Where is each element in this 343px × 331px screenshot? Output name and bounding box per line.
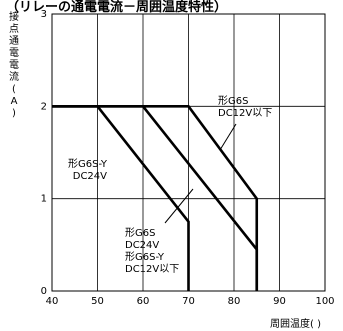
x-tick-label: 90 (273, 296, 286, 307)
x-tick-label: 60 (137, 296, 150, 307)
series-labels: 形G6S-YDC24V形G6SDC24V形G6S-YDC12V以下形G6SDC1… (68, 95, 272, 275)
series-label: DC12V以下 (125, 264, 179, 275)
x-axis-label: 周囲温度( ) (270, 317, 321, 330)
x-tick-label: 50 (91, 296, 104, 307)
tick-labels: 40 50 60 70 80 90 100 0 1 2 3 (41, 9, 335, 307)
chart-title: （リレーの通電電流－周囲温度特性） (6, 0, 227, 15)
y-axis-label-char: 点 (9, 23, 19, 35)
leader-line (164, 188, 194, 224)
series-label: 形G6S (218, 95, 248, 107)
leader-line (219, 123, 237, 151)
y-axis-label-char: 電 (9, 47, 19, 59)
series-label: 形G6S-Y (68, 158, 108, 170)
y-axis-label-char: 流 (9, 70, 19, 83)
y-axis-label-char: ( (12, 84, 16, 95)
x-tick-label: 70 (182, 296, 195, 307)
series-label: 形G6S-Y (125, 251, 165, 263)
series-layer (52, 105, 259, 291)
y-tick-label: 0 (41, 286, 47, 297)
y-axis-label-char: A (11, 96, 18, 107)
y-axis-label-char: ) (12, 108, 16, 119)
series-label: DC24V (73, 171, 107, 182)
y-axis-label-char: 接 (9, 10, 19, 23)
series-label: DC24V (125, 240, 159, 251)
y-axis-label-char: 通 (9, 35, 19, 47)
y-tick-label: 2 (41, 101, 47, 112)
y-tick-label: 3 (41, 9, 47, 20)
x-tick-label: 40 (46, 296, 59, 307)
x-tick-label: 80 (228, 296, 241, 307)
x-tick-label: 100 (315, 296, 334, 307)
y-axis-label-char: 電 (9, 59, 19, 71)
series-label: DC12V以下 (218, 108, 272, 119)
series-line (52, 105, 259, 291)
series-label: 形G6S (125, 227, 155, 239)
y-tick-label: 1 (41, 194, 47, 205)
